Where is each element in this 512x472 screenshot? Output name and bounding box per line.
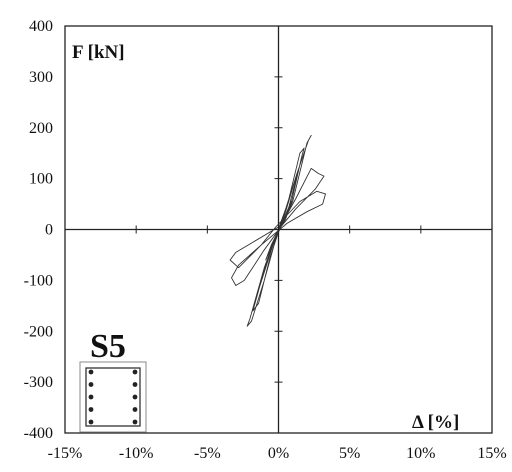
rebar-dot <box>88 369 94 375</box>
rebar-dot <box>88 407 94 412</box>
section-label: S5 <box>90 328 126 365</box>
y-tick-label: 400 <box>29 18 53 35</box>
y-tick-label: -200 <box>24 323 53 340</box>
y-tick-label: -300 <box>24 374 53 391</box>
section-outline <box>79 361 147 433</box>
y-axis-title: F [kN] <box>72 42 125 63</box>
rebar-dot <box>88 419 94 425</box>
curve-layer <box>229 134 326 327</box>
section-inset: S5 <box>79 328 147 433</box>
y-tick-label: -400 <box>24 425 53 442</box>
rebar-dot <box>132 407 138 412</box>
section-stirrup <box>85 367 141 427</box>
hysteresis-curve <box>229 134 326 327</box>
y-tick-label: 200 <box>29 120 53 137</box>
x-tick-label: 5% <box>339 445 360 462</box>
x-tick-label: -5% <box>194 445 221 462</box>
x-axis-title: Δ [%] <box>412 412 459 433</box>
x-tick-label: 15% <box>477 445 506 462</box>
x-tick-label: 10% <box>406 445 435 462</box>
y-tick-label: -100 <box>24 272 53 289</box>
y-tick-label: 300 <box>29 69 53 86</box>
y-tick-label: 100 <box>29 171 53 188</box>
rebar-dot <box>88 382 94 387</box>
rebar-dot <box>132 382 138 387</box>
ticks-layer: -15% -10% -5% 0% 5% 10% 15% -400 -300 -200 -100 0 10… <box>24 18 507 462</box>
rebar-layer <box>88 369 138 425</box>
y-tick-label: 0 <box>45 222 53 239</box>
x-tick-label: 0% <box>268 445 289 462</box>
rebar-dot <box>88 394 94 400</box>
rebar-dot <box>132 419 138 425</box>
rebar-dot <box>132 369 138 375</box>
x-tick-label: -15% <box>48 445 83 462</box>
rebar-dot <box>132 394 138 400</box>
x-tick-label: -10% <box>119 445 154 462</box>
